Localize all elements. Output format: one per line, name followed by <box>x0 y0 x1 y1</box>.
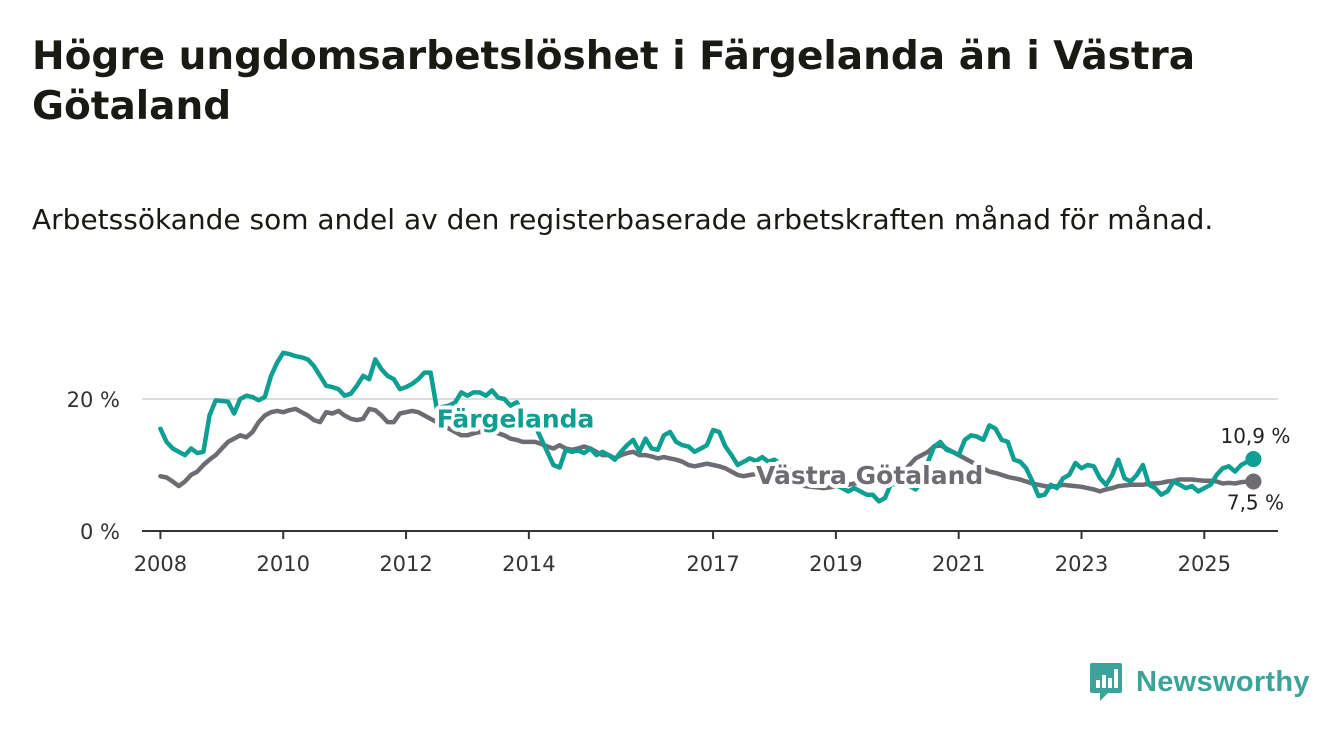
series-label-vastra-gotaland: Västra Götaland <box>756 461 983 490</box>
series-line-fargelanda <box>158 350 1256 504</box>
x-tick-label: 2008 <box>134 552 187 576</box>
series-line-vastra-gotaland <box>158 406 1256 494</box>
end-label-vastra-gotaland: 7,5 % <box>1227 491 1284 515</box>
y-tick-label: 0 % <box>80 520 120 544</box>
x-tick-label: 2014 <box>502 552 555 576</box>
x-tick-label: 2025 <box>1178 552 1231 576</box>
x-tick-label: 2012 <box>379 552 432 576</box>
x-tick-label: 2010 <box>257 552 310 576</box>
newsworthy-logo: Newsworthy <box>1088 660 1310 704</box>
brand-name: Newsworthy <box>1136 665 1310 698</box>
end-point-fargelanda <box>1245 451 1262 468</box>
series-label-fargelanda: Färgelanda <box>437 404 595 433</box>
end-point-vastra-gotaland <box>1245 473 1262 490</box>
newsworthy-logo-icon <box>1090 663 1122 701</box>
series-label-halo-fargelanda: Färgelanda <box>437 404 595 433</box>
end-label-fargelanda: 10,9 % <box>1220 424 1290 448</box>
y-tick-label: 20 % <box>67 388 120 412</box>
x-tick-label: 2023 <box>1055 552 1108 576</box>
chart-subtitle: Arbetssökande som andel av den registerb… <box>32 203 1214 236</box>
series-label-halo-vastra-gotaland: Västra Götaland <box>756 461 983 490</box>
x-tick-label: 2017 <box>686 552 739 576</box>
x-tick-label: 2021 <box>932 552 985 576</box>
x-tick-label: 2019 <box>809 552 862 576</box>
chart-title: Högre ungdomsarbetslöshet i Färgelanda ä… <box>32 34 1196 129</box>
